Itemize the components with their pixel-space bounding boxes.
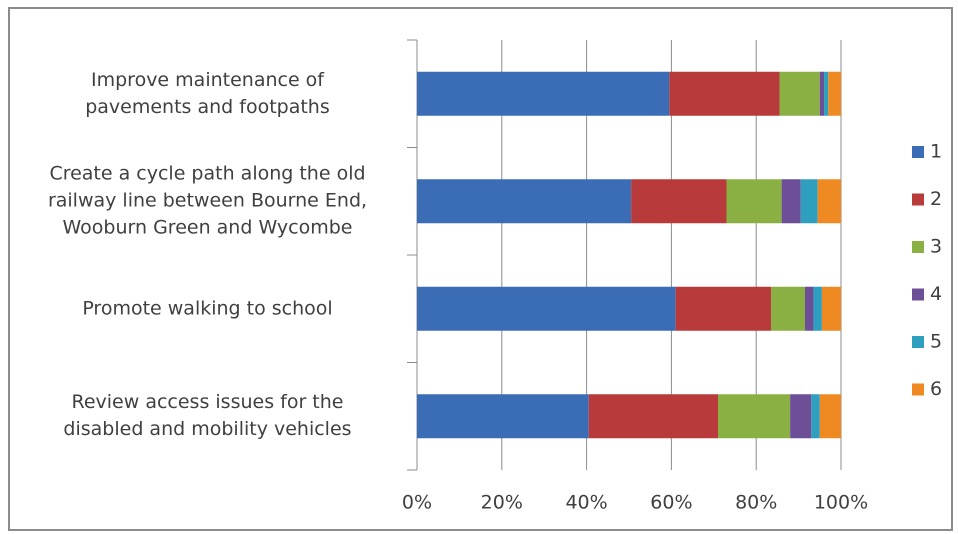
legend-swatch: [912, 383, 924, 396]
bar-segment: [417, 286, 676, 331]
legend-label: 6: [930, 378, 942, 400]
x-tick-label: 0%: [402, 492, 432, 514]
x-tick-label: 80%: [735, 492, 777, 514]
bar-segment: [669, 71, 780, 116]
bar-segment: [779, 71, 820, 116]
bar-segment: [417, 179, 632, 224]
legend-label: 2: [930, 188, 942, 210]
x-tick-label: 60%: [650, 492, 692, 514]
bar-segment: [781, 179, 801, 224]
x-tick-label: 20%: [481, 492, 523, 514]
bar-segment: [417, 71, 670, 116]
legend-swatch: [912, 288, 924, 301]
legend-swatch: [912, 146, 924, 158]
legend-label: 5: [930, 331, 942, 353]
bar-segment: [771, 286, 805, 331]
bar-segment: [819, 71, 825, 116]
legend-label: 4: [930, 283, 942, 305]
y-tick-label: Create a cycle path along the old railwa…: [47, 162, 368, 239]
legend-label: 3: [930, 236, 942, 258]
bar-segment: [726, 179, 782, 224]
x-tick-label: 40%: [565, 492, 607, 514]
bar-segment: [819, 394, 841, 439]
bar-segment: [828, 71, 841, 116]
legend-swatch: [912, 193, 924, 206]
y-tick-label: Promote walking to school: [82, 297, 333, 320]
bar-segment: [824, 71, 829, 116]
bar-segment: [817, 179, 841, 224]
bar-segment: [813, 286, 822, 331]
bar-segment: [800, 179, 818, 224]
legend-swatch: [912, 241, 924, 253]
chart-frame: [8, 7, 953, 531]
bar-segment: [631, 179, 727, 224]
bar-segment: [718, 394, 791, 439]
bar-segment: [417, 394, 589, 439]
x-tick-label: 100%: [814, 492, 868, 514]
legend-swatch: [912, 336, 924, 348]
bar-segment: [790, 394, 812, 439]
bar-segment: [821, 286, 841, 331]
bar-segment: [804, 286, 814, 331]
y-tick-label: Improve maintenance of pavements and foo…: [85, 68, 330, 118]
bar-segment: [675, 286, 772, 331]
legend-label: 1: [930, 141, 942, 163]
bar-segment: [811, 394, 820, 439]
y-tick-label: Review access issues for the disabled an…: [63, 391, 352, 441]
bar-segment: [588, 394, 719, 439]
